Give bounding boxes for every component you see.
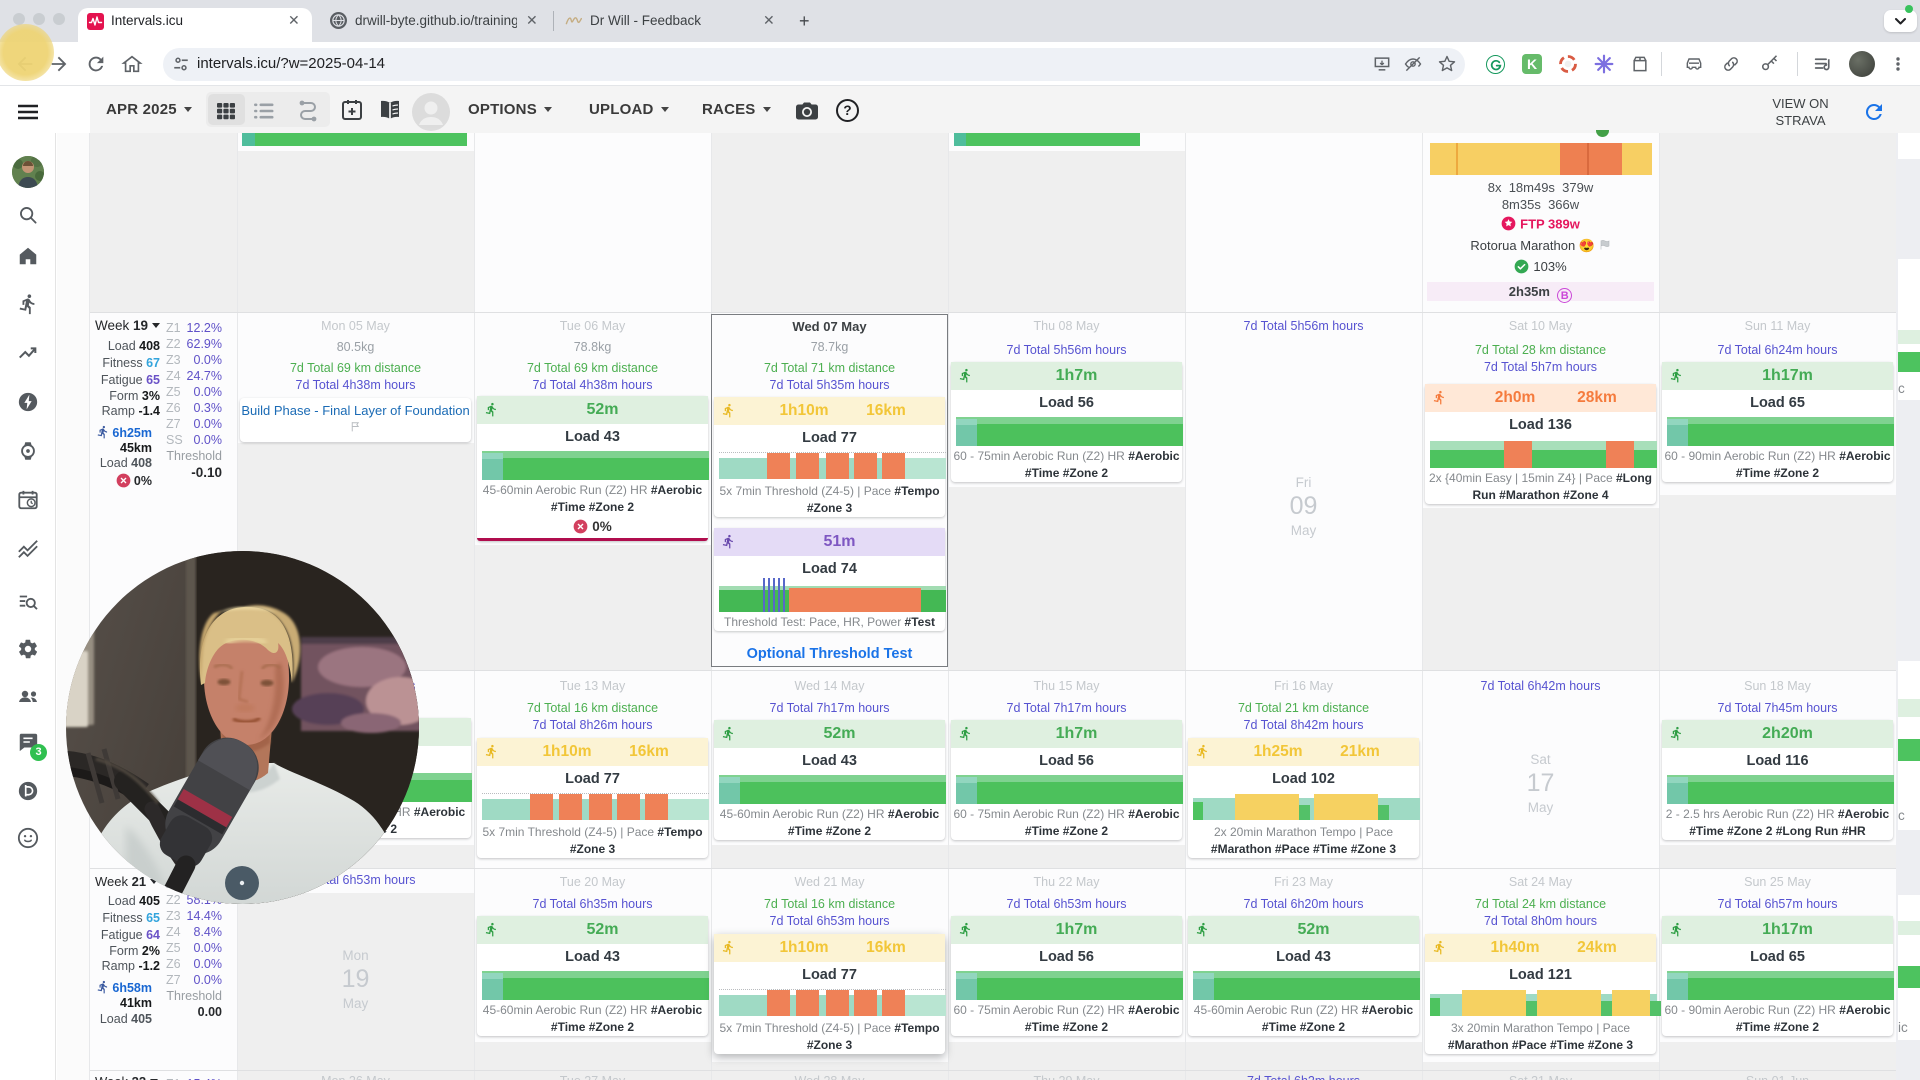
svg-text:?: ? (843, 103, 851, 118)
